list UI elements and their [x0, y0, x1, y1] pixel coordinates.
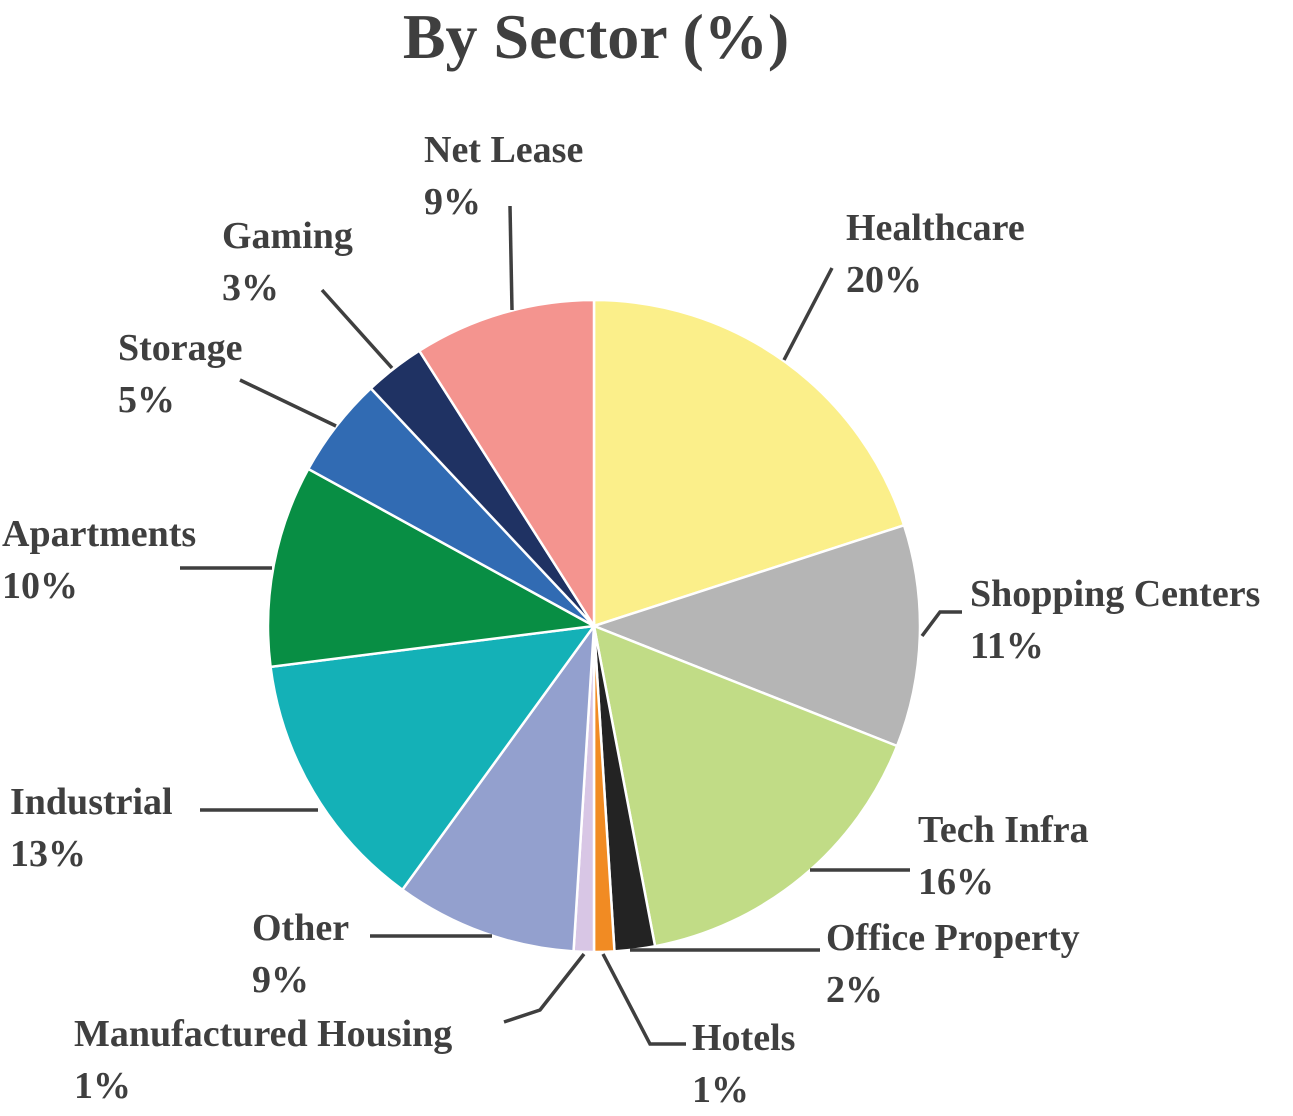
pie-slices: [266, 298, 922, 954]
label-name-office-property: Office Property: [826, 917, 1080, 959]
leader-line-hotels: [601, 953, 686, 1046]
label-name-healthcare: Healthcare: [846, 207, 1025, 249]
slice-tech-infra: [592, 624, 899, 948]
leader-line-net-lease: [508, 205, 514, 311]
label-value-tech-infra: 16%: [918, 861, 994, 903]
leader-line-manufactured-housing: [503, 952, 586, 1024]
label-value-gaming: 3%: [222, 267, 279, 309]
leader-lines: [180, 205, 962, 1046]
label-name-other: Other: [252, 907, 349, 949]
slice-shopping-centers: [590, 523, 922, 748]
label-name-net-lease: Net Lease: [424, 129, 583, 171]
slice-other: [400, 621, 596, 953]
label-name-apartments: Apartments: [2, 513, 196, 555]
label-name-hotels: Hotels: [692, 1017, 795, 1059]
slice-industrial: [269, 624, 597, 892]
label-name-gaming: Gaming: [222, 215, 353, 257]
slice-healthcare: [592, 298, 906, 628]
slice-apartments: [266, 467, 598, 669]
label-value-manufactured-housing: 1%: [74, 1065, 131, 1107]
label-value-industrial: 13%: [10, 833, 86, 875]
label-value-apartments: 10%: [2, 565, 78, 607]
label-value-office-property: 2%: [826, 969, 883, 1011]
label-value-hotels: 1%: [692, 1069, 749, 1111]
leader-line-storage: [239, 378, 337, 428]
chart-title: By Sector (%): [403, 1, 789, 72]
label-name-industrial: Industrial: [10, 781, 173, 823]
label-name-tech-infra: Tech Infra: [918, 809, 1089, 851]
label-value-storage: 5%: [118, 379, 175, 421]
leader-line-gaming: [320, 288, 394, 370]
label-value-shopping-centers: 11%: [970, 625, 1044, 667]
label-name-manufactured-housing: Manufactured Housing: [74, 1013, 452, 1055]
label-value-other: 9%: [252, 959, 309, 1001]
label-value-healthcare: 20%: [846, 259, 922, 301]
leader-line-healthcare: [782, 267, 834, 361]
slice-net-lease: [417, 298, 596, 631]
label-name-shopping-centers: Shopping Centers: [970, 573, 1260, 615]
leader-line-shopping-centers: [920, 610, 962, 638]
slice-labels: Healthcare 20% Shopping Centers 11% Tech Inf…: [2, 129, 1260, 1111]
label-value-net-lease: 9%: [424, 181, 481, 223]
label-name-storage: Storage: [118, 327, 243, 369]
